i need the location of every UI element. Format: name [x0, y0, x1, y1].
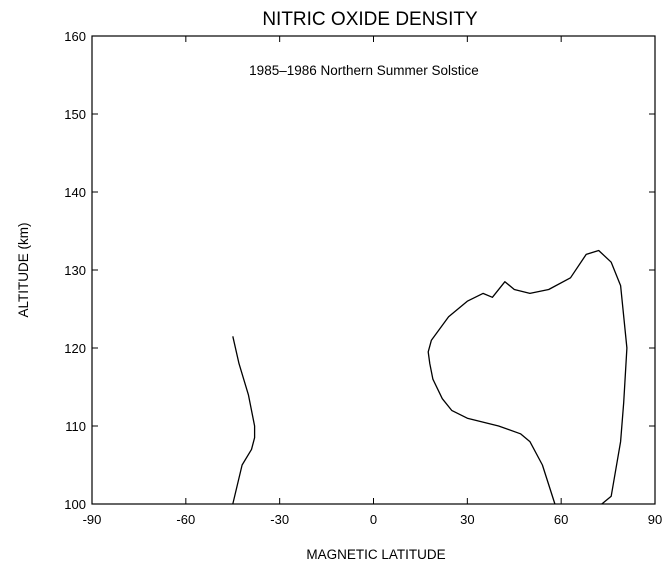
y-tick-label: 160	[64, 29, 86, 44]
x-tick-label: 90	[648, 512, 662, 527]
y-tick-label: 130	[64, 263, 86, 278]
x-tick-label: -60	[176, 512, 195, 527]
density-contour-2	[427, 249, 628, 505]
x-axis: -90 -60 -30 0 30 60 90	[83, 36, 662, 527]
chart-annotation: 1985–1986 Northern Summer Solstice	[249, 63, 479, 78]
x-axis-label: MAGNETIC LATITUDE	[306, 547, 445, 562]
y-axis: 100 110 120 130 140 150 160	[64, 29, 655, 512]
y-tick-label: 140	[64, 185, 86, 200]
plot-frame	[91, 35, 656, 505]
x-tick-label: 0	[370, 512, 377, 527]
x-tick-label: 30	[460, 512, 474, 527]
series-group	[232, 249, 628, 505]
y-tick-label: 150	[64, 107, 86, 122]
y-axis-label: ALTITUDE (km)	[16, 223, 31, 318]
x-tick-label: -90	[83, 512, 102, 527]
y-tick-label: 100	[64, 497, 86, 512]
density-contour-1	[232, 336, 256, 505]
chart-title: NITRIC OXIDE DENSITY	[262, 9, 478, 30]
x-tick-label: -30	[270, 512, 289, 527]
x-tick-label: 60	[554, 512, 568, 527]
y-tick-label: 120	[64, 341, 86, 356]
y-tick-label: 110	[65, 419, 86, 434]
